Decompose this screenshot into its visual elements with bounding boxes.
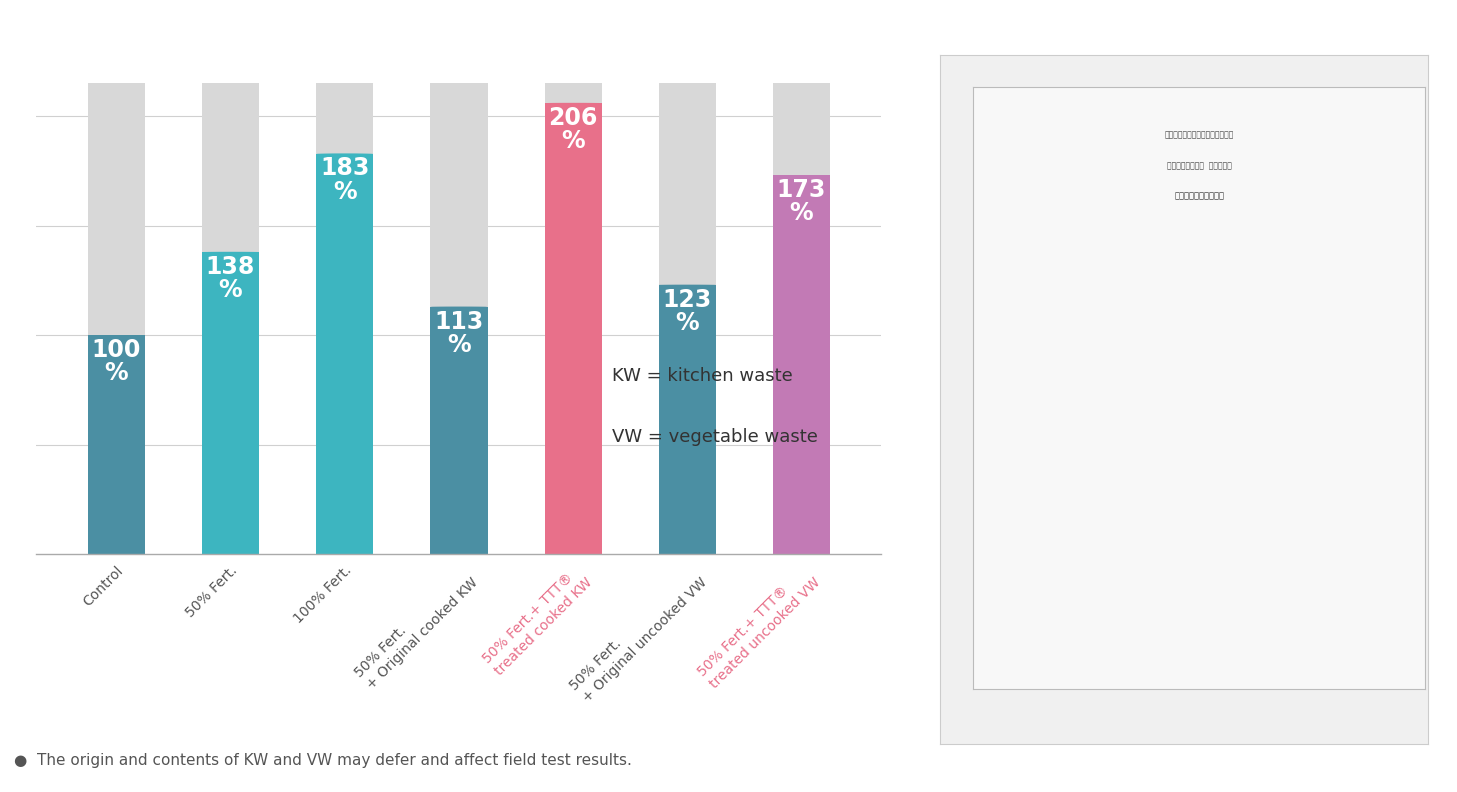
Text: 206
%: 206 % xyxy=(548,106,597,153)
Text: 123
%: 123 % xyxy=(663,288,712,335)
Text: 50% Fert.+ TTT®
treated cooked KW: 50% Fert.+ TTT® treated cooked KW xyxy=(479,563,596,679)
Text: 土壤調查試驗中心  化學實驗室: 土壤調查試驗中心 化學實驗室 xyxy=(1151,140,1217,150)
Text: 183
%: 183 % xyxy=(321,157,370,204)
Text: 【委託分析結果報告】: 【委託分析結果報告】 xyxy=(1174,191,1224,200)
Text: ●  The origin and contents of KW and VW may defer and affect field test results.: ● The origin and contents of KW and VW m… xyxy=(15,753,632,767)
Bar xyxy=(430,307,488,554)
Text: 土壤調查試驗中心  化學實驗室: 土壤調查試驗中心 化學實驗室 xyxy=(1167,161,1231,169)
Text: Control: Control xyxy=(80,563,127,609)
Bar xyxy=(545,83,602,554)
Bar xyxy=(774,175,830,554)
Bar xyxy=(203,252,259,554)
Bar xyxy=(87,335,144,554)
Text: 173
%: 173 % xyxy=(777,178,826,226)
Text: KW = kitchen waste: KW = kitchen waste xyxy=(612,367,793,385)
Text: 【委託分析結果報告】: 【委託分析結果報告】 xyxy=(1158,175,1209,184)
Text: VW = vegetable waste: VW = vegetable waste xyxy=(612,428,817,446)
Bar xyxy=(203,83,259,554)
Bar xyxy=(774,83,830,554)
Text: 100
%: 100 % xyxy=(92,338,141,386)
Bar xyxy=(430,83,488,554)
Text: 50% Fert.
+ Original cooked KW: 50% Fert. + Original cooked KW xyxy=(353,563,481,692)
Text: 50% Fert.: 50% Fert. xyxy=(184,563,240,620)
Bar xyxy=(545,103,602,554)
Text: 113
%: 113 % xyxy=(434,310,484,357)
Text: 100% Fert.: 100% Fert. xyxy=(291,563,354,626)
Bar xyxy=(659,285,715,554)
Text: 国立中興大學農業暨自然資源學院: 国立中興大學農業暨自然資源學院 xyxy=(1150,106,1218,115)
Text: 国立中興大學農業暨自然資源學院: 国立中興大學農業暨自然資源學院 xyxy=(1164,131,1234,139)
Text: 50% Fert.+ TTT®
treated uncooked VW: 50% Fert.+ TTT® treated uncooked VW xyxy=(695,563,823,691)
Bar xyxy=(316,83,373,554)
Bar xyxy=(316,154,373,554)
Bar xyxy=(87,83,144,554)
Text: 138
%: 138 % xyxy=(205,255,255,302)
Text: 50% Fert.
+ Original uncooked VW: 50% Fert. + Original uncooked VW xyxy=(567,563,710,705)
Bar xyxy=(659,83,715,554)
